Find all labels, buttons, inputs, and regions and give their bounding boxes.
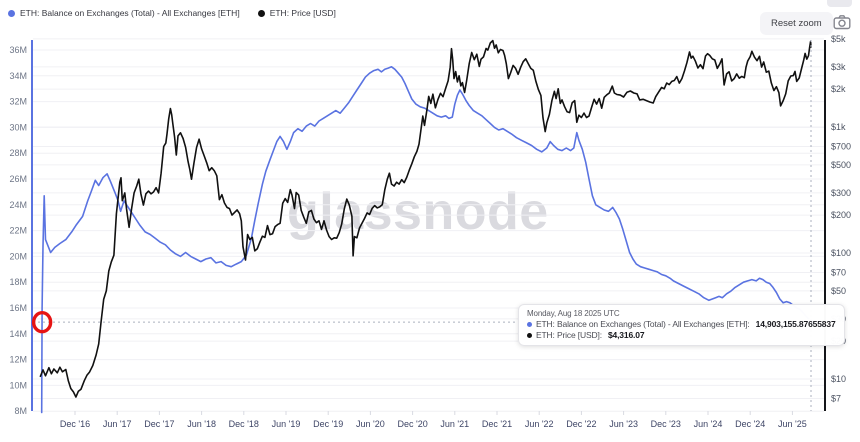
left-axis-label: 14M — [9, 329, 27, 339]
x-axis-label: Jun '20 — [356, 419, 385, 429]
left-axis-label: 18M — [9, 277, 27, 287]
legend-item-price-label: ETH: Price [USD] — [269, 8, 336, 18]
legend-item-balance-label: ETH: Balance on Exchanges (Total) - All … — [20, 8, 240, 18]
left-axis-label: 12M — [9, 355, 27, 365]
right-axis-label: $3k — [831, 62, 846, 72]
tooltip-price-value: $4,316.07 — [607, 330, 645, 340]
left-axis-label: 20M — [9, 251, 27, 261]
x-axis-label: Dec '20 — [397, 419, 427, 429]
right-axis-label: $7 — [831, 394, 841, 404]
x-axis-label: Jun '17 — [103, 419, 132, 429]
right-axis-label: $5k — [831, 34, 846, 44]
x-axis-label: Dec '16 — [60, 419, 90, 429]
tooltip: Monday, Aug 18 2025 UTC ETH: Balance on … — [518, 304, 845, 346]
left-axis-label: 26M — [9, 174, 27, 184]
tooltip-row-balance: ETH: Balance on Exchanges (Total) - All … — [527, 319, 836, 330]
x-axis-label: Dec '21 — [482, 419, 512, 429]
left-axis-label: 16M — [9, 303, 27, 313]
x-axis-label: Dec '17 — [144, 419, 174, 429]
left-axis-label: 36M — [9, 45, 27, 55]
tooltip-date: Monday, Aug 18 2025 UTC — [527, 309, 620, 318]
x-axis-label: Jun '23 — [609, 419, 638, 429]
right-axis-label: $70 — [831, 268, 846, 278]
left-axis-label: 30M — [9, 122, 27, 132]
price-series-dot-icon — [257, 9, 265, 17]
tooltip-price-label: ETH: Price [USD]: — [536, 330, 602, 340]
right-axis-label: $1k — [831, 122, 846, 132]
camera-icon[interactable] — [833, 14, 851, 30]
right-axis-label: $700 — [831, 142, 851, 152]
x-axis-label: Jun '21 — [440, 419, 469, 429]
tooltip-price-dot-icon — [527, 333, 532, 338]
legend-item-balance[interactable]: ETH: Balance on Exchanges (Total) - All … — [8, 8, 240, 18]
tooltip-balance-dot-icon — [527, 322, 532, 327]
chart-legend: ETH: Balance on Exchanges (Total) - All … — [8, 8, 336, 18]
left-axis-label: 8M — [14, 406, 27, 416]
right-axis-label: $10 — [831, 374, 846, 384]
x-axis-label: Jun '24 — [694, 419, 723, 429]
right-axis-label: $300 — [831, 188, 851, 198]
annotation-circle — [31, 310, 53, 334]
balance-series-dot-icon — [8, 9, 15, 17]
reset-zoom-button[interactable]: Reset zoom — [760, 12, 833, 35]
x-axis-label: Dec '23 — [651, 419, 681, 429]
left-axis-label: 10M — [9, 380, 27, 390]
x-axis-label: Jun '19 — [272, 419, 301, 429]
series-balance-line — [40, 66, 812, 414]
x-axis-label: Dec '24 — [735, 419, 765, 429]
right-axis-label: $100 — [831, 248, 851, 258]
tooltip-balance-value: 14,903,155.87655837 — [755, 319, 836, 329]
right-axis-label: $2k — [831, 84, 846, 94]
x-axis-label: Jun '18 — [187, 419, 216, 429]
x-axis-label: Jun '25 — [778, 419, 807, 429]
tooltip-balance-label: ETH: Balance on Exchanges (Total) - All … — [536, 319, 750, 329]
tooltip-row-price: ETH: Price [USD]: $4,316.07 — [527, 330, 836, 341]
x-axis-label: Jun '22 — [525, 419, 554, 429]
left-axis-label: 22M — [9, 226, 27, 236]
legend-item-price[interactable]: ETH: Price [USD] — [257, 8, 336, 18]
x-axis-label: Dec '19 — [313, 419, 343, 429]
right-axis-label: $50 — [831, 286, 846, 296]
series-price-line — [39, 39, 812, 398]
right-axis-label: $200 — [831, 210, 851, 220]
left-axis-label: 24M — [9, 200, 27, 210]
left-axis-label: 28M — [9, 148, 27, 158]
left-axis-label: 34M — [9, 71, 27, 81]
x-axis-label: Dec '22 — [566, 419, 596, 429]
left-axis-label: 32M — [9, 97, 27, 107]
x-axis-label: Dec '18 — [229, 419, 259, 429]
right-axis-label: $500 — [831, 160, 851, 170]
partial-toolbar-pill — [827, 0, 852, 7]
